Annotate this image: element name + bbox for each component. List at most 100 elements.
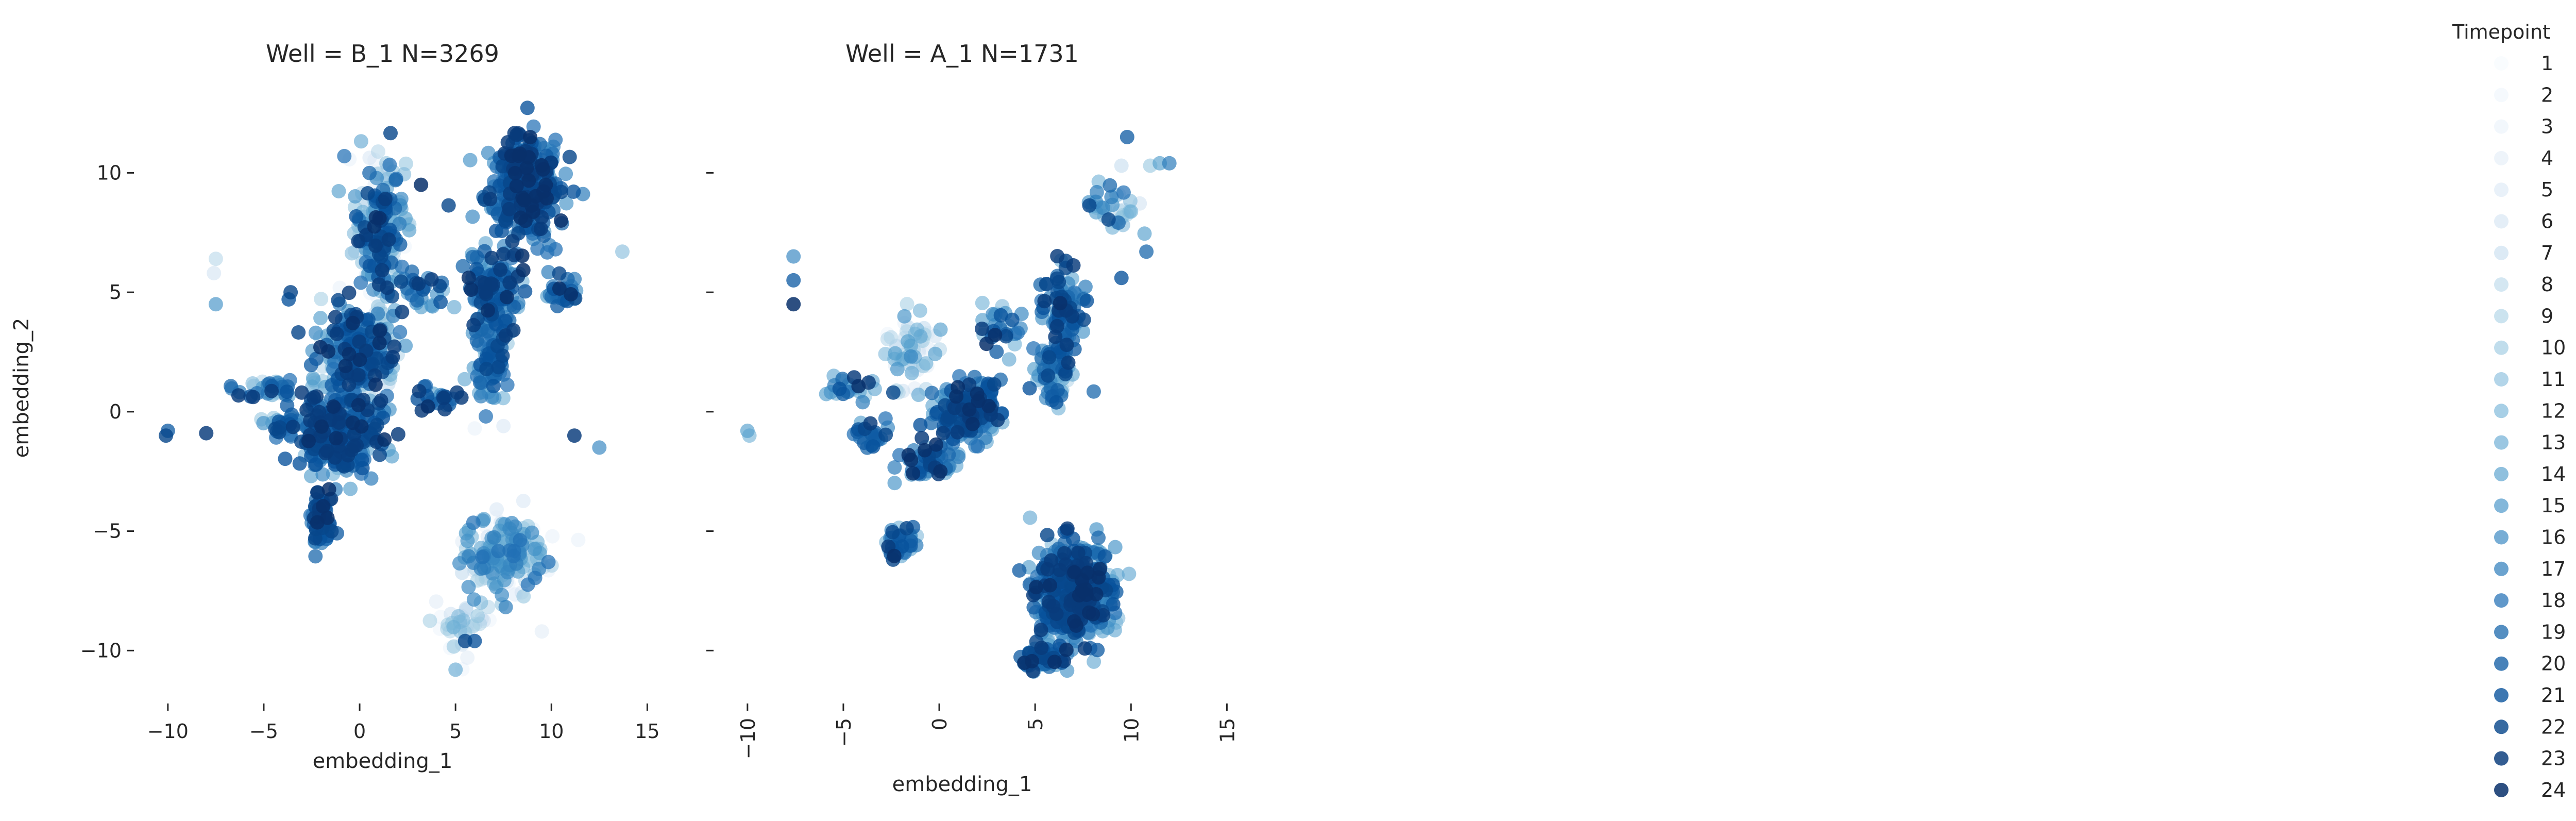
data-point [533, 222, 548, 236]
data-point [887, 476, 902, 491]
data-point [460, 533, 475, 548]
data-point [1077, 641, 1092, 656]
data-point [457, 372, 472, 387]
data-point [344, 246, 359, 261]
data-point [1057, 546, 1072, 561]
data-point [1122, 566, 1137, 581]
data-point [906, 466, 921, 481]
legend-marker [2494, 688, 2509, 702]
legend-label: 23 [2541, 747, 2566, 770]
data-point [567, 428, 582, 443]
legend-item: 17 [2494, 558, 2566, 580]
data-point [368, 377, 383, 392]
data-point [1023, 510, 1038, 525]
data-point [962, 402, 977, 417]
data-point [316, 499, 330, 514]
data-point [280, 398, 295, 413]
data-point [348, 189, 363, 204]
legend-label: 12 [2541, 399, 2566, 422]
data-point [1026, 341, 1041, 356]
data-point [467, 421, 482, 436]
data-point [326, 399, 341, 414]
data-point [933, 322, 948, 337]
data-point [913, 417, 928, 432]
data-point [496, 247, 511, 262]
data-point [1089, 587, 1104, 601]
data-point [851, 379, 866, 394]
data-point [1082, 198, 1097, 213]
legend-item: 22 [2494, 715, 2566, 738]
y-tick-label: 10 [97, 161, 122, 184]
data-point [888, 346, 903, 361]
data-point [832, 381, 847, 396]
data-point [498, 600, 513, 614]
data-point [329, 431, 344, 446]
data-point [387, 339, 402, 354]
data-point [552, 281, 567, 296]
data-point [446, 639, 461, 654]
data-point [398, 338, 413, 353]
data-point [199, 426, 214, 441]
data-point [516, 589, 531, 604]
data-point [466, 592, 481, 607]
data-point [924, 386, 939, 400]
data-point [343, 481, 358, 496]
data-point [464, 282, 479, 297]
data-point [1101, 212, 1116, 227]
data-point [1114, 271, 1129, 286]
data-point [351, 398, 366, 413]
data-point [1041, 595, 1056, 609]
data-point [1012, 563, 1027, 578]
data-point [515, 248, 530, 263]
data-point [491, 544, 506, 559]
data-point [314, 292, 329, 307]
data-point [878, 411, 893, 426]
x-tick-label: 5 [449, 720, 462, 743]
legend-marker [2494, 466, 2509, 481]
data-point [1089, 185, 1104, 199]
data-point [292, 456, 307, 471]
data-point [301, 433, 316, 448]
data-point [454, 390, 469, 405]
data-point [970, 386, 985, 401]
data-point [372, 323, 387, 338]
data-point [372, 447, 387, 462]
data-point [470, 609, 485, 624]
data-point [1086, 607, 1100, 622]
data-point [208, 297, 223, 312]
data-point [420, 399, 435, 414]
data-point [1029, 580, 1044, 595]
data-point [1116, 185, 1131, 200]
data-point [506, 323, 521, 338]
data-point [904, 365, 919, 380]
legend-item: 3 [2494, 115, 2553, 138]
data-point [786, 273, 801, 288]
data-point [887, 460, 902, 475]
legend-label: 20 [2541, 652, 2566, 675]
data-point [479, 362, 494, 377]
data-point [548, 132, 563, 147]
data-point [345, 415, 360, 430]
data-point [433, 295, 448, 309]
data-point [303, 468, 318, 483]
legend-marker [2494, 435, 2509, 450]
data-point [1002, 352, 1016, 367]
data-point [912, 303, 927, 318]
x-tick-label: −5 [249, 720, 278, 743]
data-point [989, 344, 1004, 359]
data-point [328, 310, 343, 325]
data-point [374, 393, 388, 408]
data-point [1005, 312, 1020, 327]
data-point [545, 529, 560, 544]
data-point [1067, 614, 1081, 629]
data-point [528, 571, 543, 585]
data-point [502, 202, 517, 216]
data-point [1086, 384, 1101, 399]
data-point [159, 428, 174, 443]
data-point [393, 237, 408, 252]
data-point [461, 271, 476, 285]
data-point [246, 390, 261, 405]
data-point [331, 184, 346, 198]
data-point [1050, 249, 1065, 263]
